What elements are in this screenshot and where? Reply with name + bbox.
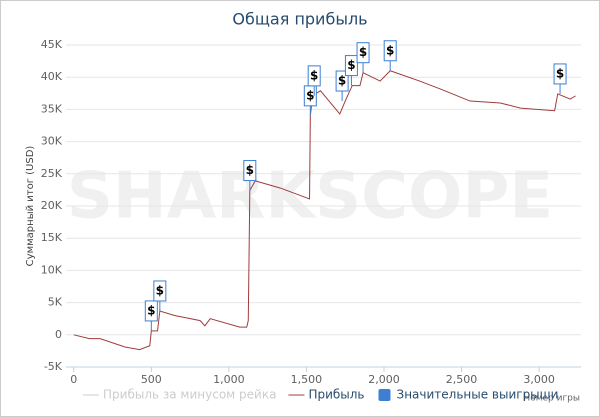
- flag-box: [553, 63, 567, 85]
- y-tick-label: 10K: [41, 263, 63, 276]
- flag-label: $: [306, 88, 314, 102]
- flag: $: [303, 85, 317, 116]
- flag-label: $: [246, 163, 254, 177]
- flag-box: [383, 40, 397, 62]
- legend-label: Прибыль за минусом рейка: [103, 388, 276, 402]
- flag: $: [144, 300, 158, 331]
- flag: $: [344, 55, 358, 86]
- x-tick-label: 3,000: [523, 373, 555, 386]
- legend-label: Прибыль: [308, 388, 364, 402]
- x-tick-label: 2,000: [368, 373, 400, 386]
- y-tick-label: 40K: [41, 70, 63, 83]
- x-tick-label: 1,000: [213, 373, 245, 386]
- flag: $: [356, 42, 370, 73]
- flag: $: [553, 63, 567, 94]
- y-tick-label: 20K: [41, 199, 63, 212]
- y-tick-label: 25K: [41, 167, 63, 180]
- flag-box: [144, 300, 158, 322]
- y-tick-label: 45K: [41, 38, 63, 51]
- x-tick-label: 0: [70, 373, 77, 386]
- y-axis-label: Суммарный итог (USD): [25, 146, 36, 267]
- flag-label: $: [359, 45, 367, 59]
- flag-label: $: [338, 74, 346, 88]
- flag-label: $: [156, 283, 164, 297]
- y-tick-label: 0: [55, 328, 62, 341]
- flag-box: [356, 42, 370, 64]
- flag-box: [153, 280, 167, 302]
- legend-label: Значительные выигрыши: [397, 388, 559, 402]
- x-axis-label: Номер игры: [523, 394, 580, 404]
- flag-label: $: [347, 58, 355, 72]
- y-tick-label: 5K: [48, 296, 63, 309]
- y-tick-label: 35K: [41, 102, 63, 115]
- flag-label: $: [556, 66, 564, 80]
- y-tick-label: -5K: [44, 360, 63, 373]
- flag-label: $: [386, 43, 394, 57]
- flag-box: [344, 55, 358, 77]
- chart-title: Общая прибыль: [232, 10, 367, 29]
- flag-label: $: [310, 68, 318, 82]
- flag: $: [307, 65, 321, 96]
- legend-symbol: [378, 389, 391, 401]
- flag: $: [243, 160, 257, 191]
- flag-box: [307, 65, 321, 87]
- flag: $: [383, 40, 397, 71]
- line: [73, 70, 576, 351]
- x-tick-label: 1,500: [291, 373, 323, 386]
- flag-box: [243, 160, 257, 182]
- flag: $: [153, 280, 167, 311]
- x-tick-label: 500: [141, 373, 162, 386]
- y-tick-label: 30K: [41, 135, 63, 148]
- x-tick-label: 2,500: [446, 373, 478, 386]
- flag-label: $: [147, 303, 155, 317]
- y-tick-label: 15K: [41, 231, 63, 244]
